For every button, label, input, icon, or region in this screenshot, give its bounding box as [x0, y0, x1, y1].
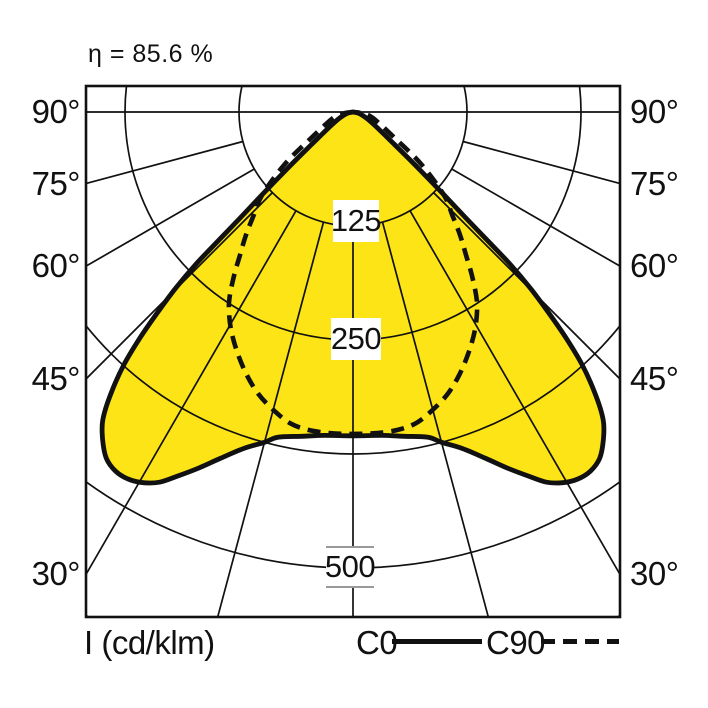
- angle-ray-left-60: [86, 168, 255, 268]
- efficiency-label: η = 85.6 %: [88, 40, 214, 68]
- angle-label-right-75: 75°: [630, 165, 679, 202]
- angle-label-right-90: 90°: [630, 93, 679, 130]
- angle-ray-left-15: [216, 221, 325, 617]
- angle-label-left-75: 75°: [31, 165, 81, 202]
- angle-label-right-30: 30°: [630, 555, 679, 592]
- angle-ray-right-60: [451, 168, 620, 268]
- angle-ray-left-30: [86, 210, 297, 577]
- angle-ray-right-75: [462, 140, 620, 185]
- c90-curve: [226, 109, 480, 437]
- angle-ray-left-45: [86, 192, 273, 381]
- radial-tick-chip-500: 500: [325, 546, 376, 588]
- angle-label-left-60: 60°: [31, 247, 81, 284]
- angle-label-right-45: 45°: [630, 360, 679, 397]
- legend-c0-solid-line-sample: [392, 639, 482, 644]
- radial-tick-chip-250: 250: [331, 318, 382, 360]
- angle-ray-right-45: [433, 192, 620, 381]
- plot-border: [84, 84, 622, 619]
- angle-label-right-60: 60°: [630, 247, 679, 284]
- angle-ray-right-30: [409, 210, 620, 577]
- radial-tick-chip-125: 125: [331, 200, 382, 242]
- angle-ray-right-15: [381, 221, 490, 617]
- angle-label-left-90: 90°: [31, 93, 81, 130]
- legend-c0-label: C0: [356, 624, 398, 661]
- angle-label-left-30: 30°: [31, 555, 81, 592]
- angle-ray-left-75: [86, 140, 244, 185]
- legend-c90-label: C90: [486, 624, 546, 661]
- angle-label-left-45: 45°: [31, 360, 81, 397]
- legend-c90-dashed-line-sample: [541, 639, 619, 644]
- radial-axis-unit-label: I (cd/klm): [84, 624, 215, 661]
